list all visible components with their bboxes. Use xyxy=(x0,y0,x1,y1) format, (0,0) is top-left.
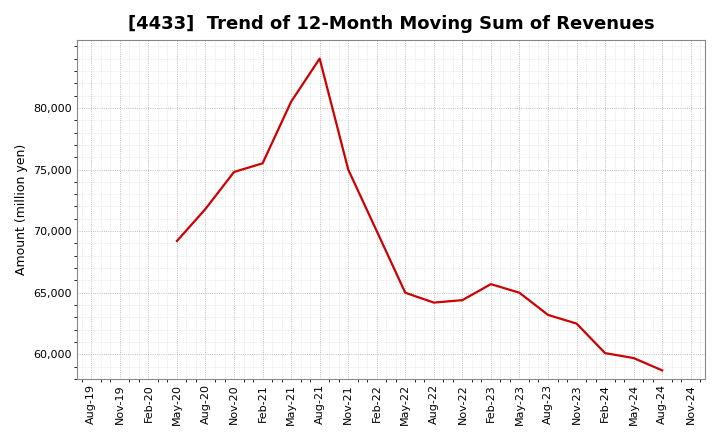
Y-axis label: Amount (million yen): Amount (million yen) xyxy=(15,144,28,275)
Title: [4433]  Trend of 12-Month Moving Sum of Revenues: [4433] Trend of 12-Month Moving Sum of R… xyxy=(127,15,654,33)
